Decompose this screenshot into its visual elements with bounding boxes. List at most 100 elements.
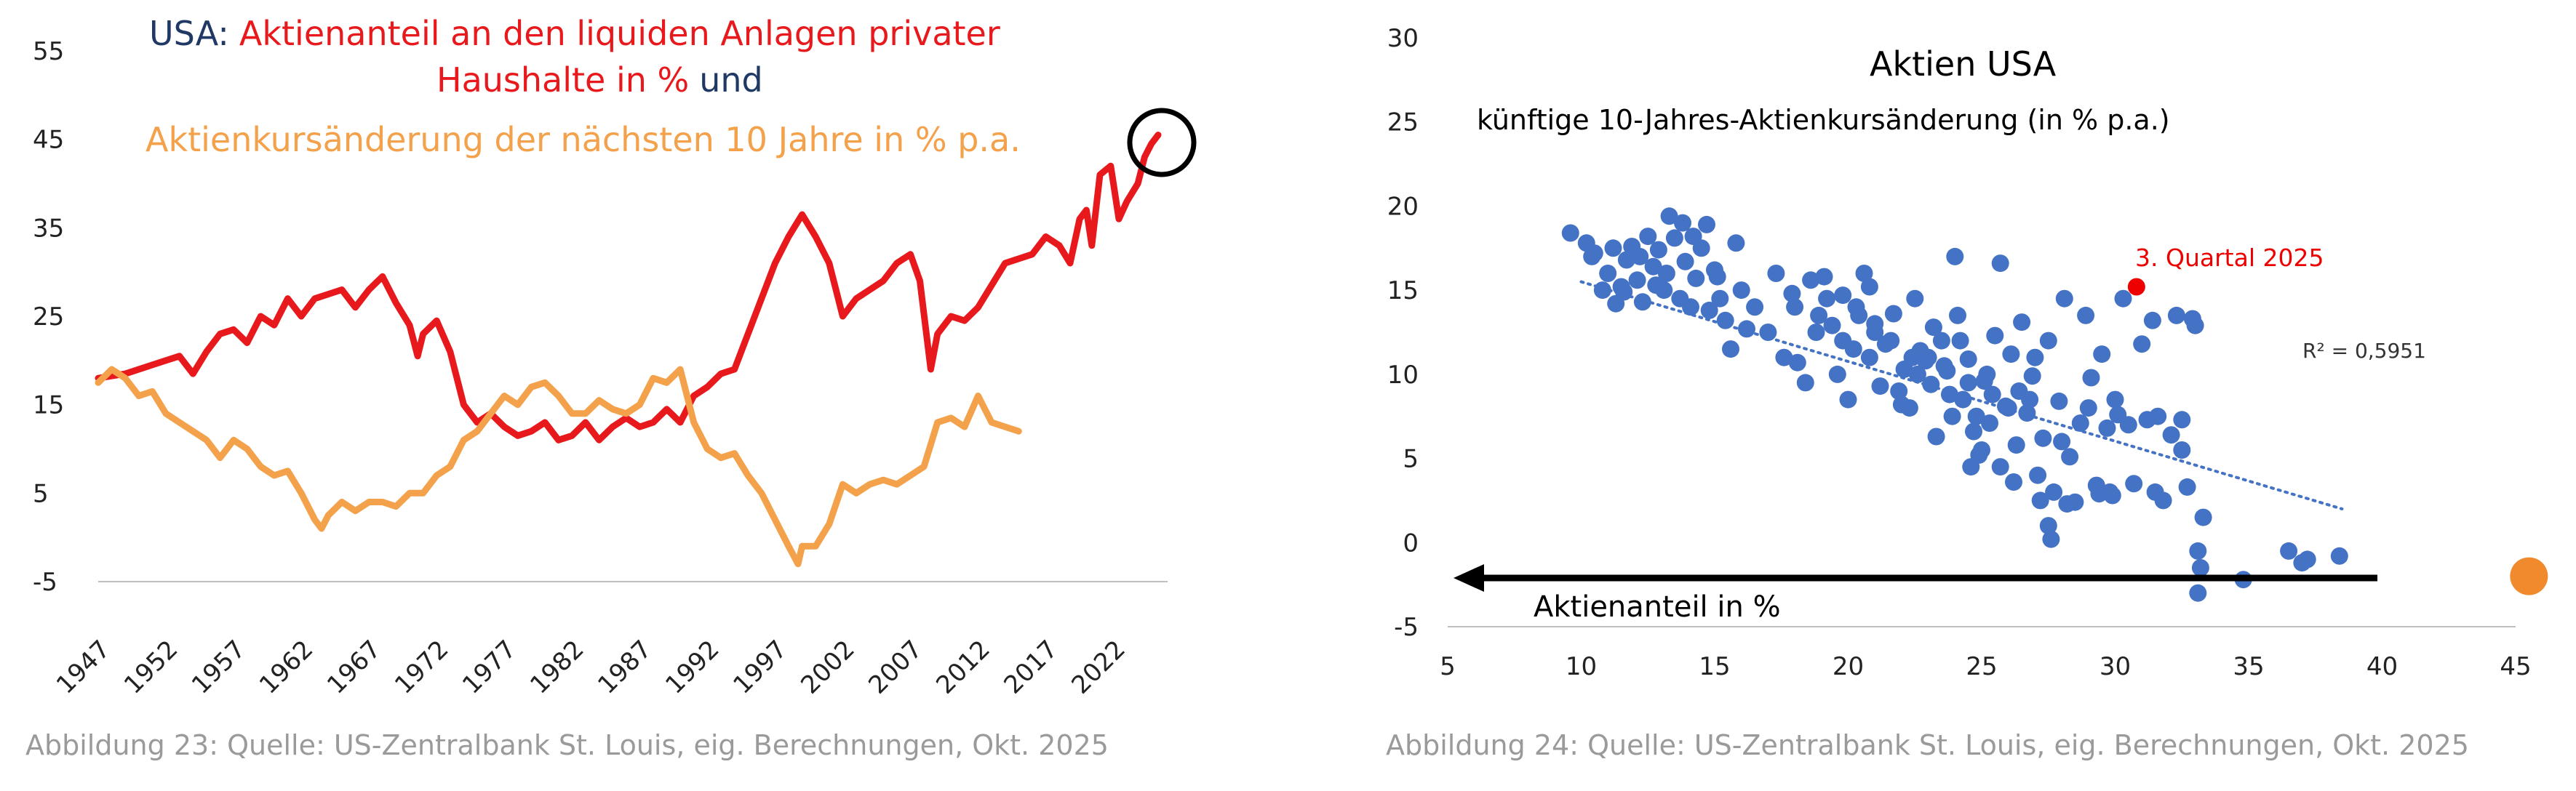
scatter-point: [1759, 324, 1777, 341]
scatter-point: [1732, 281, 1750, 300]
scatter-point: [2045, 483, 2063, 501]
scatter-point: [2071, 414, 2089, 432]
left-x-tick: 1947: [51, 635, 116, 699]
scatter-point: [1978, 365, 1996, 383]
left-x-tick: 2007: [863, 635, 928, 699]
scatter-point: [1884, 305, 1902, 323]
scatter-point: [2167, 306, 2185, 324]
right-caption: Abbildung 24: Quelle: US-Zentralbank St.…: [1386, 729, 2469, 761]
left-y-tick: 55: [33, 37, 64, 66]
left-y-tick: -5: [33, 568, 57, 597]
scatter-point: [2034, 429, 2052, 447]
right-y-tick: 20: [1387, 192, 1419, 221]
scatter-point: [2002, 345, 2020, 364]
scatter-point: [2186, 316, 2204, 334]
scatter-point: [1810, 306, 1828, 324]
scatter-point: [1628, 271, 1646, 289]
right-x-tick: 15: [1699, 652, 1730, 681]
scatter-point: [1892, 396, 1910, 414]
scatter-point: [2042, 530, 2060, 548]
scatter-point: [1604, 239, 1622, 257]
scatter-point: [2173, 441, 2191, 459]
scatter-point: [1788, 353, 1806, 372]
scatter-point: [2178, 478, 2196, 496]
scatter-point: [1922, 375, 1940, 393]
scatter-point: [1882, 332, 1900, 350]
left-title-line-1: USA: Aktienanteil an den liquiden Anlagen…: [149, 14, 1000, 53]
left-x-tick: 1957: [186, 635, 251, 699]
scatter-point: [1823, 316, 1841, 334]
series-line-equity_share: [95, 132, 1162, 443]
right-y-tick: 25: [1387, 108, 1419, 137]
scatter-point: [1665, 229, 1683, 247]
right-title: Aktien USA: [1870, 44, 2057, 84]
scatter-point: [1583, 247, 1601, 265]
left-x-tick: 1977: [457, 635, 522, 699]
scatter-point: [1738, 320, 1755, 338]
scatter-point: [1682, 298, 1699, 316]
scatter-point: [1687, 269, 1705, 287]
title-red-line-2: Haushalte in %: [436, 60, 689, 100]
scatter-point: [1860, 278, 1878, 296]
left-x-tick: 2022: [1066, 635, 1131, 699]
trend-line: [1579, 280, 2344, 510]
x-direction-arrow: [1454, 564, 2377, 592]
scatter-point: [1828, 365, 1846, 383]
scatter-point: [1700, 301, 1718, 319]
scatter-point: [1965, 422, 1982, 441]
scatter-point: [1935, 357, 1953, 375]
scatter-point: [1657, 265, 1675, 282]
scatter-point: [1684, 228, 1702, 246]
left-series: [95, 132, 1162, 568]
scatter-point: [1949, 306, 1966, 324]
right-x-tick: 30: [2100, 652, 2131, 681]
scatter-point: [1927, 427, 1945, 446]
scatter-point: [2093, 345, 2111, 364]
scatter-point: [1967, 407, 1985, 425]
scatter-point: [2010, 382, 2028, 400]
scatter-point: [1986, 326, 2004, 345]
scatter-point: [1708, 268, 1726, 286]
scatter-point: [2146, 483, 2164, 501]
right-y-tick: -5: [1394, 613, 1419, 642]
scatter-point: [2055, 289, 2073, 308]
scatter-point: [1908, 365, 1926, 383]
scatter-point: [2191, 559, 2209, 577]
scatter-point: [1981, 414, 1998, 432]
left-y-tick: 45: [33, 126, 64, 155]
scatter-point: [1924, 318, 1942, 337]
r-squared-label: R² = 0,5951: [2302, 339, 2426, 363]
scatter-point: [2106, 390, 2124, 409]
series-line-future_10y_return: [95, 366, 1022, 568]
scatter-points: [1561, 207, 2348, 602]
scatter-point: [2053, 433, 2071, 451]
scatter-point: [2007, 436, 2025, 454]
left-caption: Abbildung 23: Quelle: US-Zentralbank St.…: [25, 729, 1109, 761]
scatter-point: [1644, 257, 1662, 276]
scatter-point: [2079, 399, 2097, 417]
title-country: USA:: [149, 14, 229, 53]
scatter-point: [1617, 251, 1635, 269]
scatter-point: [1941, 385, 1958, 403]
scatter-point: [2018, 404, 2036, 422]
scatter-point: [1962, 458, 1980, 476]
scatter-point: [1775, 348, 1793, 366]
scatter-point: [1711, 289, 1729, 308]
left-y-tick: 5: [33, 479, 49, 508]
scatter-point: [1890, 382, 1908, 400]
scatter-point: [1698, 215, 1715, 233]
right-x-label: Aktienanteil in %: [1534, 590, 1781, 624]
highlight-circle: [1127, 108, 1197, 177]
current-value-marker: [2510, 557, 2548, 595]
right-x-tick: 40: [2366, 652, 2398, 681]
scatter-point: [1946, 247, 1964, 265]
scatter-point: [1722, 340, 1739, 358]
scatter-point: [1906, 289, 1924, 308]
title-red-line-1: Aktienanteil an den liquiden Anlagen pri…: [239, 14, 1000, 53]
scatter-point: [1834, 332, 1852, 350]
scatter-point: [1783, 284, 1801, 302]
right-x-tick: 10: [1566, 652, 1597, 681]
scatter-point: [1786, 298, 1804, 316]
